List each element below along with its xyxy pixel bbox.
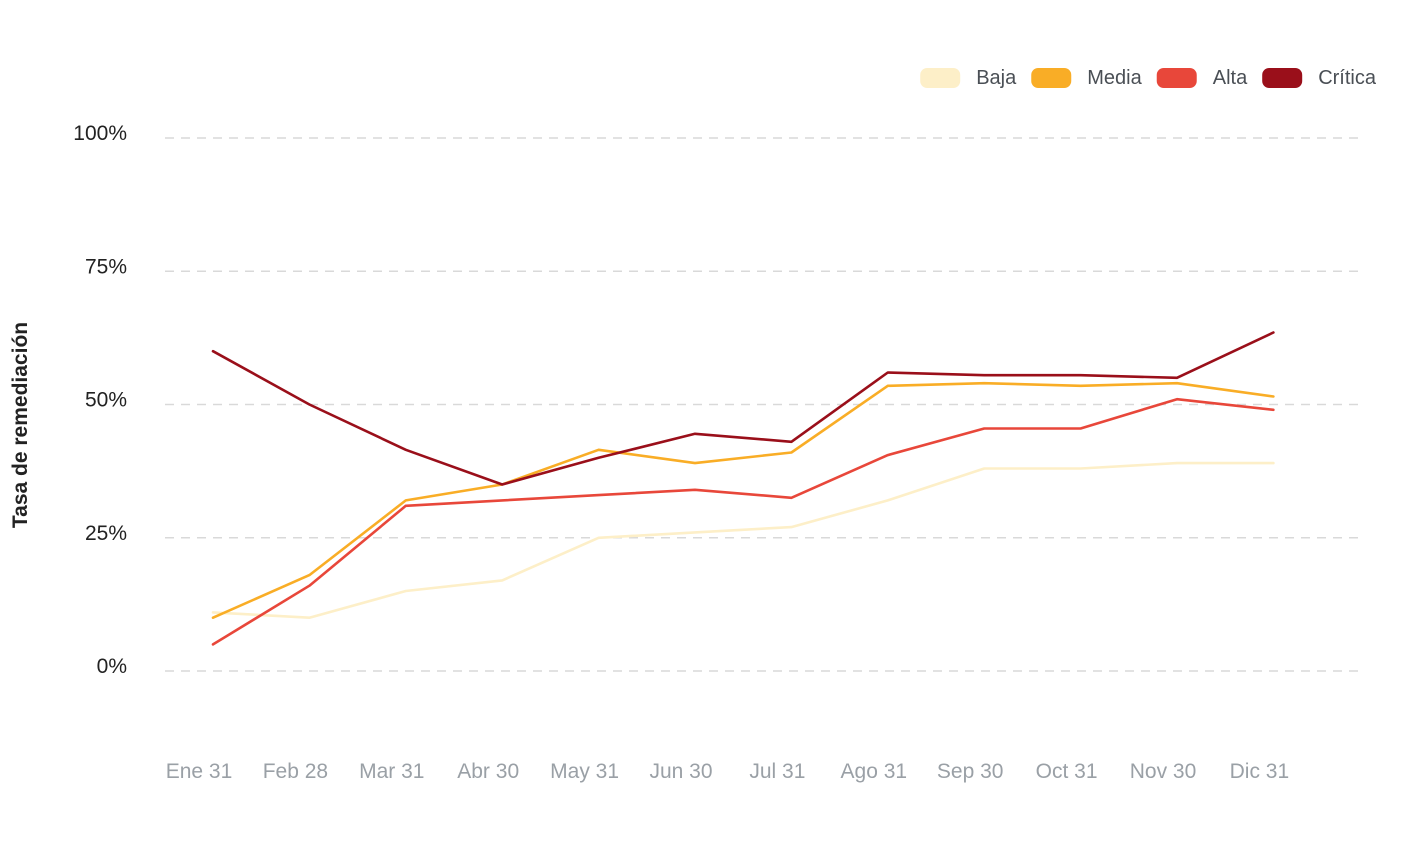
x-tick-label: Sep 30 xyxy=(937,760,1004,783)
x-tick-label: Ene 31 xyxy=(166,760,233,783)
y-tick-label: 0% xyxy=(97,655,127,678)
x-axis-ticks: Ene 31 Feb 28 Mar 31 Abr 30 May 31 Jun 30 Jul … xyxy=(166,760,1289,783)
legend: Baja Media Alta Crítica xyxy=(920,67,1377,89)
x-tick-label: Jun 30 xyxy=(649,760,712,783)
legend-item-alta[interactable]: Alta xyxy=(1156,67,1248,89)
y-axis-label: Tasa de remediación xyxy=(9,322,32,528)
x-tick-label: May 31 xyxy=(550,760,619,783)
series-line-alta xyxy=(211,397,1275,646)
y-tick-label: 50% xyxy=(85,389,127,412)
y-tick-label: 100% xyxy=(73,122,127,145)
x-tick-label: Dic 31 xyxy=(1230,760,1290,783)
legend-label: Baja xyxy=(976,67,1017,89)
y-tick-label: 25% xyxy=(85,522,127,545)
legend-item-baja[interactable]: Baja xyxy=(920,67,1017,89)
legend-swatch xyxy=(1031,68,1072,88)
legend-item-crítica[interactable]: Crítica xyxy=(1262,67,1377,89)
legend-label: Media xyxy=(1087,67,1142,89)
x-tick-label: Abr 30 xyxy=(457,760,519,783)
y-axis-ticks: 0% 25% 50% 75% 100% xyxy=(73,122,127,678)
legend-item-media[interactable]: Media xyxy=(1031,67,1143,89)
x-tick-label: Jul 31 xyxy=(749,760,805,783)
legend-label: Crítica xyxy=(1318,67,1377,89)
series-line-crítica xyxy=(211,331,1275,486)
gridlines xyxy=(165,137,1360,672)
legend-swatch xyxy=(1156,68,1197,88)
x-tick-label: Mar 31 xyxy=(359,760,424,783)
legend-swatch xyxy=(1262,68,1303,88)
series-lines xyxy=(211,331,1275,646)
legend-label: Alta xyxy=(1213,67,1248,89)
series-line-baja xyxy=(211,461,1275,620)
x-tick-label: Nov 30 xyxy=(1130,760,1197,783)
x-tick-label: Ago 31 xyxy=(841,760,908,783)
legend-swatch xyxy=(920,68,961,88)
x-tick-label: Oct 31 xyxy=(1036,760,1098,783)
x-tick-label: Feb 28 xyxy=(263,760,328,783)
series-line-media xyxy=(211,381,1275,620)
y-tick-label: 75% xyxy=(85,255,127,278)
